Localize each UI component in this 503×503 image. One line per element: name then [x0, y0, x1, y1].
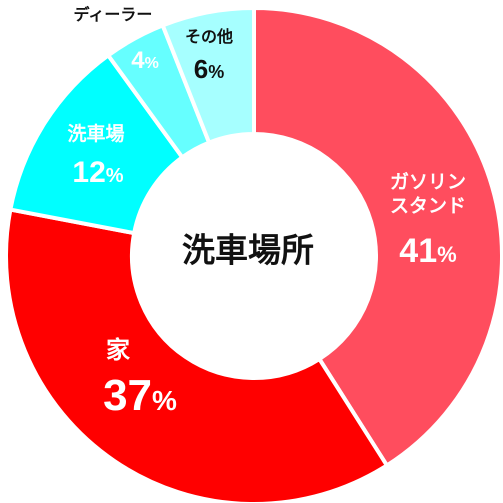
slice-value-3: 4%	[131, 47, 159, 74]
slice-value-4: 6%	[194, 54, 224, 84]
labels-group: ガソリンスタンド 41% 家 37% 洗車場 12% ディーラー 4% その他 6%	[67, 5, 466, 420]
slice-0	[252, 5, 503, 469]
slice-label-4: その他	[185, 27, 233, 46]
slice-label-1: 家	[106, 336, 130, 364]
slice-value-1: 37%	[103, 371, 177, 420]
slices-group	[4, 5, 503, 503]
slice-value-0: 41%	[399, 232, 456, 270]
slice-label-3: ディーラー	[74, 5, 153, 24]
slice-4	[160, 5, 256, 146]
slice-value-2: 12%	[72, 156, 123, 189]
slice-label-0: ガソリンスタンド	[390, 171, 466, 217]
center-title: 洗車場所	[182, 231, 314, 270]
slice-label-2: 洗車場	[67, 122, 124, 145]
